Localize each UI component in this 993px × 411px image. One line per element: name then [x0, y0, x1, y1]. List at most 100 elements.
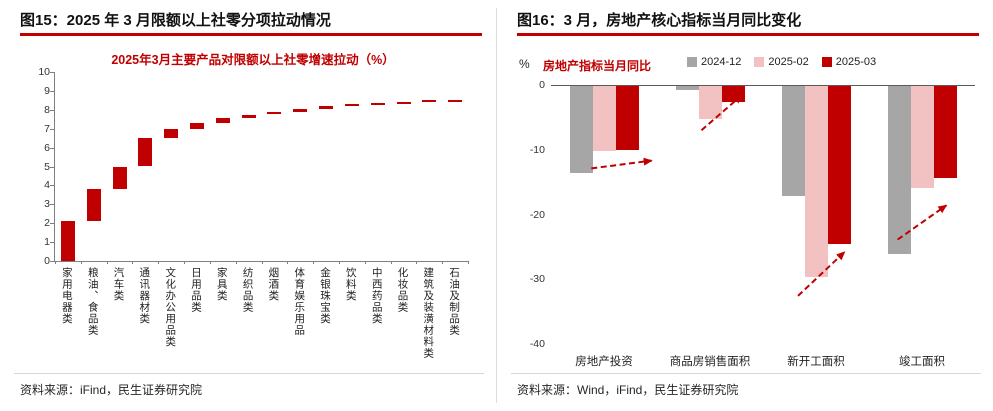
- x-tick-mark: [55, 261, 56, 264]
- y-tick-mark: [50, 261, 54, 262]
- waterfall-bar: [319, 106, 333, 109]
- figure15-title: 图15：2025 年 3 月限额以上社零分项拉动情况: [20, 12, 331, 29]
- legend-label: 2025-02: [768, 56, 809, 68]
- x-tick-mark: [287, 261, 289, 264]
- waterfall-bar: [60, 221, 75, 261]
- figure15-title-rule: [20, 33, 482, 36]
- y-tick-label: 3: [44, 198, 50, 211]
- bar-2025-03: [615, 86, 639, 151]
- x-category-label: 金银珠宝类: [319, 267, 331, 325]
- x-category-label: 文化办公用品类: [164, 267, 177, 348]
- figure15-source-divider: [14, 373, 484, 374]
- figure16-source-divider: [511, 373, 981, 374]
- x-category-label: 竣工面积: [899, 356, 945, 368]
- y-tick-mark: [50, 128, 54, 130]
- y-tick-label: 0: [44, 255, 50, 267]
- y-tick-label: -40: [529, 338, 545, 350]
- y-tick-label: -30: [529, 273, 545, 286]
- waterfall-bar: [138, 138, 153, 167]
- y-tick-mark: [50, 109, 54, 111]
- figure16-title-rule: [517, 33, 979, 36]
- x-category-label: 日用品类: [190, 267, 202, 313]
- x-tick-mark: [313, 261, 315, 264]
- waterfall-bar: [215, 118, 230, 123]
- figure16-y-axis: 0 -10 -20 -30 -40: [517, 79, 545, 350]
- y-tick-mark: [50, 90, 54, 92]
- panel-divider: [496, 8, 497, 403]
- x-category-label: 中西药品类: [370, 267, 383, 325]
- x-tick-mark: [416, 261, 418, 264]
- waterfall-bar: [164, 128, 179, 139]
- x-category-label: 粮油、食品类: [86, 267, 99, 336]
- x-tick-mark: [209, 261, 211, 264]
- x-category-label: 房地产投资: [575, 356, 633, 368]
- figure16-title: 图16：3 月，房地产核心指标当月同比变化: [517, 12, 802, 29]
- figure16-unit-label: %: [519, 57, 530, 71]
- figure15-panel: 图15：2025 年 3 月限额以上社零分项拉动情况 2025年3月主要产品对限…: [0, 0, 496, 411]
- bar-2025-03: [721, 86, 745, 102]
- figure15-plot-area: [50, 72, 469, 264]
- x-category-label: 体育娱乐用品: [293, 267, 306, 336]
- y-tick-label: -20: [529, 208, 545, 221]
- bar-2025-02: [592, 86, 616, 151]
- y-tick-mark: [50, 166, 54, 168]
- y-tick-label: 8: [44, 103, 50, 116]
- y-tick-mark: [50, 242, 54, 244]
- y-tick-label: -10: [529, 143, 545, 156]
- y-tick-label: 0: [539, 79, 545, 91]
- figure15-y-axis: 0 1 2 3 4 5 6 7 8 9 10: [24, 66, 50, 267]
- figure16-source: 资料来源：Wind，iFind，民生证券研究院: [517, 383, 739, 397]
- legend-item: 2024-12: [687, 56, 741, 68]
- bar-2025-03: [827, 86, 851, 244]
- waterfall-bar: [396, 101, 411, 104]
- x-tick-mark: [106, 261, 108, 264]
- x-category-label: 化妆品类: [396, 267, 409, 313]
- y-tick-label: 5: [44, 160, 50, 173]
- waterfall-bar: [267, 111, 282, 115]
- waterfall-bar: [448, 100, 463, 103]
- y-tick-label: 9: [44, 84, 50, 97]
- legend-swatch: [821, 57, 832, 67]
- legend-swatch: [687, 57, 697, 67]
- bar-2024-12: [781, 86, 805, 197]
- x-tick-mark: [364, 261, 366, 264]
- y-tick-mark: [50, 223, 54, 225]
- x-tick-mark: [261, 261, 263, 264]
- y-tick-mark: [50, 72, 54, 73]
- figure16-axis-title: 房地产指标当月同比: [543, 59, 652, 73]
- bar-2025-02: [698, 86, 722, 119]
- bar-2024-12: [887, 86, 911, 255]
- x-tick-mark: [184, 261, 186, 264]
- y-tick-label: 10: [38, 66, 50, 78]
- bar-2024-12: [569, 86, 593, 174]
- x-category-label: 饮料类: [344, 267, 357, 302]
- x-category-label: 石油及制品类: [448, 267, 461, 336]
- x-category-label: 新开工面积: [787, 356, 845, 368]
- waterfall-bar: [241, 114, 256, 119]
- waterfall-bar: [370, 102, 385, 105]
- x-tick-mark: [338, 261, 340, 264]
- y-tick-label: 6: [44, 141, 50, 154]
- y-tick-mark: [50, 204, 54, 206]
- figure15-source: 资料来源：iFind，民生证券研究院: [20, 383, 203, 397]
- x-category-label: 汽车类: [112, 267, 125, 302]
- legend-item: 2025-02: [754, 56, 809, 68]
- waterfall-bar: [344, 104, 359, 107]
- waterfall-bar: [422, 100, 437, 103]
- x-tick-mark: [80, 261, 82, 264]
- bar-2024-12: [675, 86, 699, 90]
- y-tick-mark: [50, 147, 54, 149]
- waterfall-bar: [190, 123, 204, 129]
- waterfall-bar: [112, 166, 127, 190]
- x-category-label: 纺织品类: [241, 267, 254, 313]
- legend-item: 2025-03: [821, 56, 877, 68]
- x-category-label: 建筑及装潢材料类: [422, 267, 435, 359]
- x-tick-mark: [468, 261, 469, 264]
- legend-label: 2025-03: [835, 56, 877, 68]
- x-category-label: 家具类: [215, 267, 228, 302]
- legend-label: 2024-12: [701, 56, 742, 68]
- x-category-label: 通讯器材类: [138, 267, 151, 325]
- x-tick-mark: [158, 261, 160, 264]
- waterfall-bar: [86, 189, 101, 222]
